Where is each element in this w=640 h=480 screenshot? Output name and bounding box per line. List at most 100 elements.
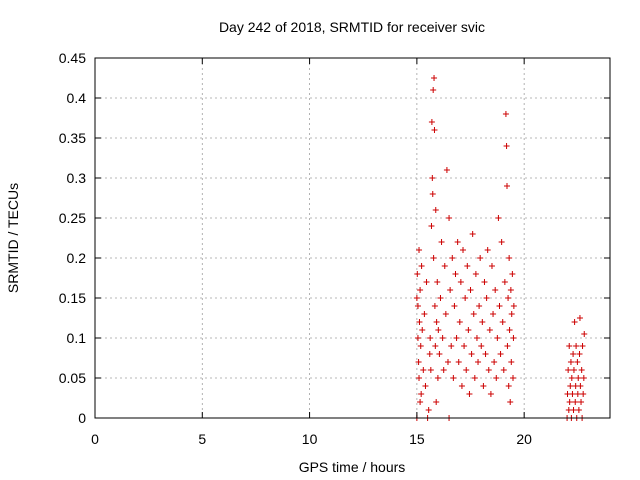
data-point	[473, 335, 480, 341]
data-point	[480, 383, 487, 389]
data-point	[451, 303, 458, 309]
data-point	[570, 351, 577, 357]
data-point	[429, 175, 436, 181]
data-point	[439, 335, 446, 341]
data-point	[567, 359, 574, 365]
data-point	[572, 399, 579, 405]
data-point	[458, 383, 465, 389]
data-point	[447, 287, 454, 293]
data-point	[430, 87, 437, 93]
data-point	[506, 255, 513, 261]
data-point	[574, 391, 581, 397]
data-point	[417, 343, 424, 349]
data-point	[448, 343, 455, 349]
data-point	[456, 319, 463, 325]
data-point	[581, 331, 588, 337]
data-point	[483, 295, 490, 301]
data-point	[580, 375, 587, 381]
x-tick-label: 20	[516, 431, 532, 447]
grid-lines	[95, 58, 610, 418]
data-point	[472, 271, 479, 277]
data-point	[462, 295, 469, 301]
data-point	[432, 207, 439, 213]
data-point	[578, 367, 585, 373]
data-point	[490, 311, 497, 317]
data-point	[429, 191, 436, 197]
data-point	[508, 311, 515, 317]
y-tick-label: 0.4	[67, 90, 87, 106]
data-point	[452, 271, 459, 277]
data-point	[569, 391, 576, 397]
data-point	[413, 295, 420, 301]
data-points	[413, 75, 588, 421]
data-point	[440, 367, 447, 373]
data-point	[417, 399, 424, 405]
data-point	[499, 319, 506, 325]
data-point	[457, 279, 464, 285]
y-tick-label: 0.35	[59, 130, 86, 146]
data-point	[479, 319, 486, 325]
data-point	[431, 303, 438, 309]
data-point	[469, 231, 476, 237]
data-point	[580, 391, 587, 397]
data-point	[446, 215, 453, 221]
data-point	[443, 167, 450, 173]
data-point	[495, 215, 502, 221]
data-point	[505, 295, 512, 301]
y-tick-label: 0.1	[67, 330, 87, 346]
data-point	[482, 351, 489, 357]
y-tick-label: 0.3	[67, 170, 87, 186]
data-point	[494, 335, 501, 341]
data-point	[467, 287, 474, 293]
data-point	[416, 375, 423, 381]
data-point	[470, 311, 477, 317]
data-point	[508, 359, 515, 365]
data-point	[431, 127, 438, 133]
data-point	[488, 263, 495, 269]
data-point	[434, 375, 441, 381]
data-point	[464, 263, 471, 269]
data-point	[428, 119, 435, 125]
axis-ticks: 0 5 10 15 20 0 0.05 0.1 0.15 0.2 0.25 0.3 0.35 0.4 0.4…	[59, 50, 610, 447]
data-point	[502, 111, 509, 117]
y-tick-label: 0.2	[67, 250, 87, 266]
data-point	[570, 407, 577, 413]
data-point	[497, 351, 504, 357]
data-point	[484, 247, 491, 253]
data-point	[577, 383, 584, 389]
x-tick-label: 15	[409, 431, 425, 447]
data-point	[504, 343, 511, 349]
data-point	[498, 239, 505, 245]
y-tick-label: 0.05	[59, 370, 86, 386]
chart-title: Day 242 of 2018, SRMTID for receiver svi…	[219, 19, 485, 35]
data-point	[576, 351, 583, 357]
data-point	[420, 367, 427, 373]
data-point	[441, 263, 448, 269]
data-point	[454, 239, 461, 245]
data-point	[471, 375, 478, 381]
data-point	[414, 303, 421, 309]
data-point	[422, 383, 429, 389]
data-point	[418, 263, 425, 269]
data-point	[437, 295, 444, 301]
data-point	[476, 303, 483, 309]
y-tick-label: 0.15	[59, 290, 86, 306]
data-point	[423, 279, 430, 285]
data-point	[438, 239, 445, 245]
data-point	[506, 327, 513, 333]
data-point	[432, 343, 439, 349]
data-point	[455, 359, 462, 365]
data-point	[566, 343, 573, 349]
data-point	[417, 287, 424, 293]
data-point	[434, 279, 441, 285]
x-axis-label: GPS time / hours	[299, 459, 406, 475]
data-point	[421, 311, 428, 317]
data-point	[575, 375, 582, 381]
data-point	[507, 287, 514, 293]
data-point	[436, 351, 443, 357]
data-point	[414, 335, 421, 341]
data-point	[500, 367, 507, 373]
y-tick-label: 0.45	[59, 50, 86, 66]
data-point	[416, 319, 423, 325]
y-axis-label: SRMTID / TECUs	[5, 183, 21, 293]
